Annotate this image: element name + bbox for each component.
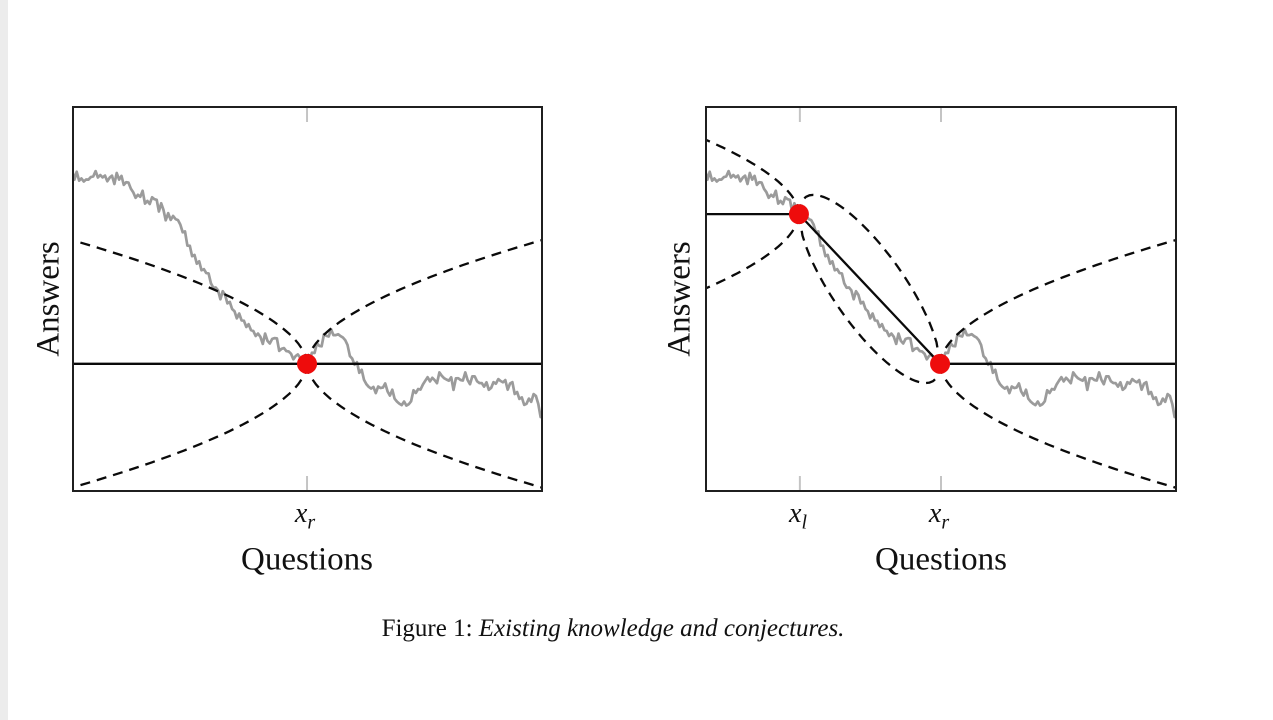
conjecture-envelope bbox=[705, 138, 801, 215]
plot-frame bbox=[72, 106, 543, 492]
x-axis-label-left: Questions bbox=[241, 541, 373, 578]
conjecture-envelope bbox=[72, 238, 309, 365]
xtick-base: x bbox=[928, 498, 942, 529]
left-margin-strip bbox=[0, 0, 8, 720]
conjecture-envelope bbox=[305, 363, 543, 490]
knowledge-line bbox=[705, 212, 1177, 365]
xtick-sub: l bbox=[801, 511, 807, 534]
caption-text: Existing knowledge and conjectures. bbox=[478, 615, 845, 642]
series-group bbox=[72, 168, 543, 490]
xtick-sub: r bbox=[941, 511, 950, 534]
known-point-marker bbox=[297, 353, 318, 374]
plot-left bbox=[72, 106, 543, 492]
y-axis-label-right: Answers bbox=[661, 241, 698, 357]
xtick-label-xl-right: xl bbox=[789, 498, 807, 533]
conjecture-bridge bbox=[797, 213, 942, 385]
plot-right bbox=[705, 106, 1177, 492]
figure-caption: Figure 1: Existing knowledge and conject… bbox=[382, 615, 845, 643]
observed-series bbox=[705, 168, 1177, 419]
y-axis-label-left: Answers bbox=[30, 241, 67, 357]
x-axis-label-right: Questions bbox=[875, 541, 1007, 578]
xtick-base: x bbox=[789, 498, 802, 529]
plot-frame bbox=[705, 106, 1177, 492]
conjecture-envelope bbox=[938, 238, 1177, 365]
conjecture-envelope bbox=[938, 363, 1177, 490]
conjecture-envelope bbox=[705, 213, 801, 290]
xtick-label-xr-left: xr bbox=[294, 498, 315, 533]
conjecture-envelope bbox=[305, 238, 543, 365]
xtick-base: x bbox=[294, 498, 308, 529]
observed-series bbox=[72, 168, 543, 419]
caption-prefix: Figure 1: bbox=[381, 615, 479, 642]
xtick-sub: r bbox=[307, 511, 316, 534]
conjecture-bridge bbox=[797, 193, 942, 364]
known-point-marker bbox=[930, 353, 951, 374]
xtick-label-xr-right: xr bbox=[928, 498, 949, 533]
known-point-marker bbox=[788, 204, 809, 225]
series-group bbox=[705, 138, 1177, 490]
conjecture-envelope bbox=[72, 363, 309, 489]
